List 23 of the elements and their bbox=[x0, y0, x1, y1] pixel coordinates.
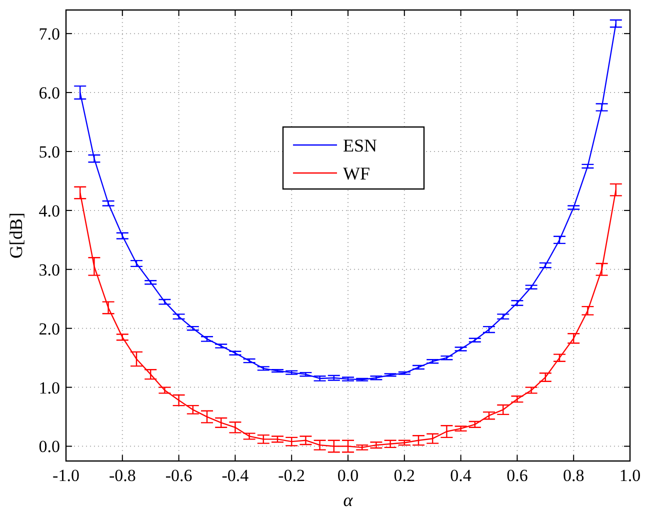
x-tick-label: -0.6 bbox=[165, 466, 192, 485]
x-tick-label: -0.8 bbox=[108, 466, 136, 485]
legend-label: ESN bbox=[343, 135, 378, 156]
x-tick-label: 0.0 bbox=[337, 466, 359, 485]
x-tick-label: 0.6 bbox=[506, 466, 528, 485]
x-tick-label: -0.4 bbox=[222, 466, 250, 485]
y-tick-label: 4.0 bbox=[38, 201, 60, 220]
y-tick-label: 1.0 bbox=[38, 378, 60, 398]
y-tick-label: 2.0 bbox=[38, 319, 60, 338]
y-axis-title: G[dB] bbox=[6, 212, 26, 258]
y-tick-label: 7.0 bbox=[38, 24, 60, 44]
y-tick-label: 5.0 bbox=[38, 142, 60, 162]
y-tick-label: 3.0 bbox=[38, 260, 60, 280]
y-tick-label: 6.0 bbox=[38, 83, 60, 102]
y-tick-label: 0.0 bbox=[38, 437, 60, 456]
legend-label: WF bbox=[343, 163, 370, 184]
x-tick-label: 0.8 bbox=[562, 466, 584, 485]
x-tick-label: -0.2 bbox=[278, 466, 306, 485]
x-tick-label: 1.0 bbox=[619, 466, 641, 485]
x-axis-title: α bbox=[343, 490, 354, 510]
x-tick-label: -1.0 bbox=[52, 466, 80, 485]
x-tick-label: 0.4 bbox=[450, 466, 472, 485]
x-tick-label: 0.2 bbox=[394, 466, 416, 485]
